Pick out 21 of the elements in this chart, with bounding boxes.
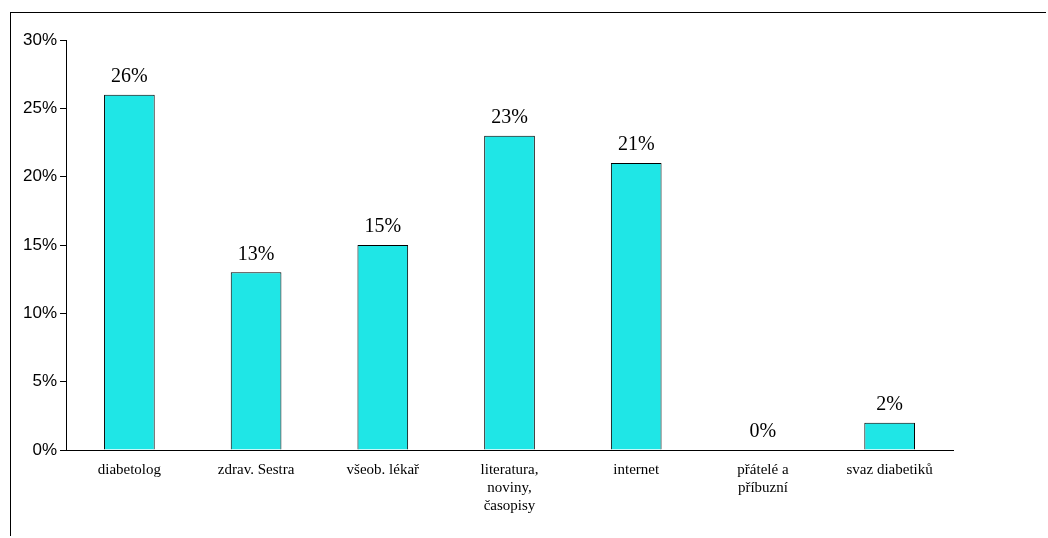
x-tick-label: diabetolog (97, 460, 162, 477)
y-tick-label: 20% (22, 166, 58, 186)
x-tick-label: svaz diabetiků (846, 460, 934, 477)
y-tick-label: 25% (22, 98, 58, 118)
data-label: 13% (237, 241, 275, 264)
data-label: 15% (364, 214, 402, 237)
x-tick-label: zdrav. Sestra (217, 460, 295, 477)
data-label: 21% (617, 132, 655, 155)
x-tick-label: internet (613, 460, 660, 477)
x-tick-label: všeob. lékař (346, 460, 420, 477)
data-label: 23% (491, 104, 528, 127)
y-tick-label: 30% (22, 29, 58, 49)
y-tick-label: 0% (32, 439, 58, 459)
data-label: 26% (111, 63, 148, 86)
y-tick-label: 5% (32, 371, 58, 391)
y-tick-label: 15% (22, 234, 58, 254)
data-label: 2% (876, 391, 903, 414)
x-tick-label: literatura, noviny, časopisy (480, 460, 539, 513)
x-tick-label: přátelé a příbuzní (737, 460, 789, 495)
data-label: 0% (749, 419, 777, 442)
y-tick-label: 10% (22, 303, 58, 323)
